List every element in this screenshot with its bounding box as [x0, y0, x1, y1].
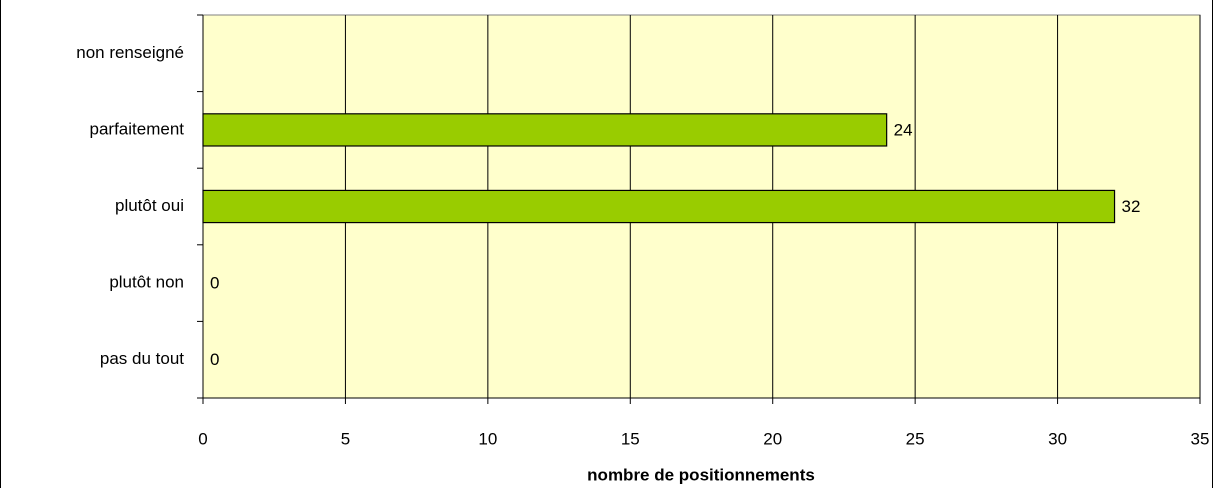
x-tick-label: 15	[621, 429, 640, 448]
data-label: 32	[1122, 197, 1141, 216]
x-tick-label: 25	[906, 429, 925, 448]
x-tick-label: 30	[1048, 429, 1067, 448]
y-tick-label: plutôt oui	[115, 196, 184, 215]
data-label: 24	[894, 120, 913, 139]
x-tick-label: 20	[763, 429, 782, 448]
x-axis-title: nombre de positionnements	[587, 465, 815, 484]
data-label: 0	[210, 350, 219, 369]
y-tick-label: pas du tout	[100, 349, 184, 368]
bar	[202, 189, 1116, 224]
data-label: 0	[210, 274, 219, 293]
y-tick-label: non renseigné	[76, 43, 184, 62]
bar	[202, 113, 888, 147]
y-tick-label: parfaitement	[90, 119, 185, 138]
x-tick-label: 5	[341, 429, 350, 448]
y-tick-label: plutôt non	[109, 273, 184, 292]
x-tick-label: 0	[198, 429, 207, 448]
x-tick-label: 35	[1191, 429, 1210, 448]
x-tick-label: 10	[478, 429, 497, 448]
